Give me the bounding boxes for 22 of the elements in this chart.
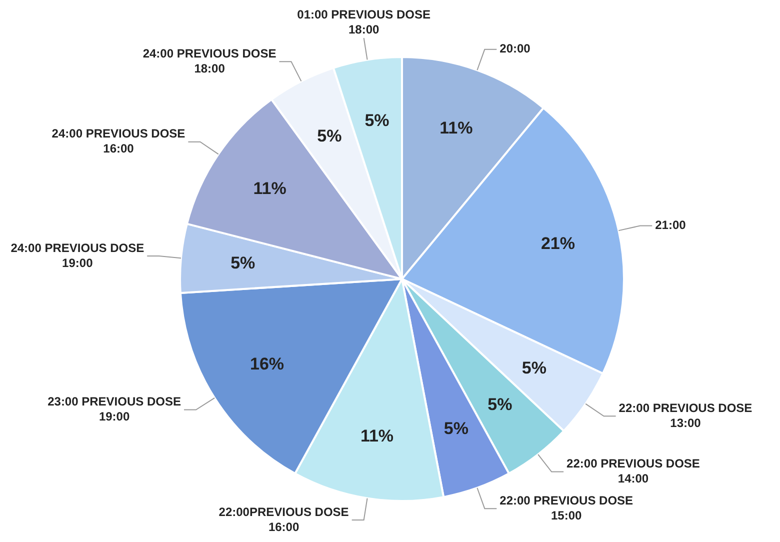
data-label: 5% <box>364 110 390 130</box>
slice-label: 20:00 <box>500 42 531 56</box>
slice-label: 21:00 <box>655 218 686 232</box>
slice-label: 22:00 PREVIOUS DOSE 13:00 <box>618 400 752 430</box>
data-label: 5% <box>522 358 546 378</box>
slice-label: 22:00 PREVIOUS DOSE 15:00 <box>500 493 634 522</box>
slice-label: 24:00 PREVIOUS DOSE 16:00 <box>52 126 186 156</box>
slice-label: 24:00 PREVIOUS DOSE 18:00 <box>142 46 276 76</box>
data-label: 5% <box>317 126 342 146</box>
slice-label: 23:00 PREVIOUS DOSE 19:00 <box>48 394 181 424</box>
data-label: 11% <box>253 178 286 198</box>
slice-label: 24:00 PREVIOUS DOSE 19:00 <box>10 240 144 270</box>
slice-label: 22:00PREVIOUS DOSE 16:00 <box>218 504 349 534</box>
data-label: 5% <box>488 394 512 414</box>
data-label: 11% <box>440 118 473 138</box>
data-label: 5% <box>230 254 256 273</box>
data-label: 5% <box>444 419 468 438</box>
data-label: 16% <box>250 354 284 374</box>
slice-label: 01:00 PREVIOUS DOSE 18:00 <box>297 7 431 36</box>
data-label: 11% <box>360 426 394 446</box>
slice-label: 22:00 PREVIOUS DOSE 14:00 <box>566 456 700 486</box>
data-label: 21% <box>540 234 576 253</box>
